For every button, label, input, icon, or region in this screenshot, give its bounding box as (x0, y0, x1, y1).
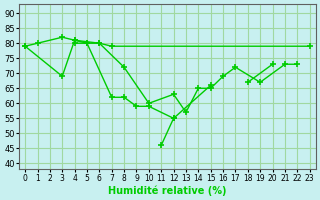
X-axis label: Humidité relative (%): Humidité relative (%) (108, 185, 227, 196)
